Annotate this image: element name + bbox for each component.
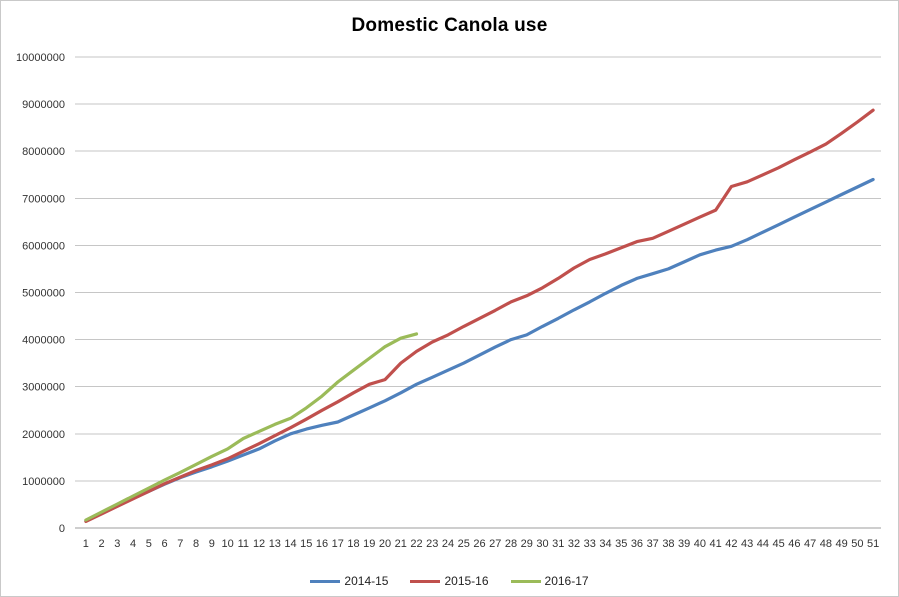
x-axis-tick-label: 39 xyxy=(678,538,690,550)
x-axis-tick-label: 3 xyxy=(114,538,120,550)
legend-item-2015-16: 2015-16 xyxy=(410,574,489,588)
y-axis-tick-label: 1000000 xyxy=(22,476,65,488)
x-axis-tick-label: 45 xyxy=(773,538,785,550)
x-axis-tick-label: 36 xyxy=(631,538,643,550)
x-axis-tick-label: 2 xyxy=(99,538,105,550)
x-axis-tick-label: 15 xyxy=(300,538,312,550)
x-axis-tick-label: 41 xyxy=(710,538,722,550)
x-axis-tick-label: 38 xyxy=(662,538,674,550)
x-axis-tick-label: 19 xyxy=(363,538,375,550)
y-axis-tick-label: 9000000 xyxy=(22,99,65,111)
x-axis-tick-label: 42 xyxy=(725,538,737,550)
x-axis-tick-label: 11 xyxy=(238,538,249,550)
legend-swatch-icon xyxy=(310,579,341,583)
legend-item-2014-15: 2014-15 xyxy=(310,574,388,588)
x-axis-tick-label: 21 xyxy=(395,538,407,550)
legend: 2014-15 2015-16 2016-17 xyxy=(1,574,898,588)
y-axis-tick-label: 0 xyxy=(59,523,65,535)
x-axis-tick-label: 1 xyxy=(83,538,89,550)
legend-item-2016-17: 2016-17 xyxy=(510,574,589,588)
legend-label: 2014-15 xyxy=(344,574,389,588)
x-axis-tick-label: 25 xyxy=(458,538,470,550)
x-axis-tick-label: 44 xyxy=(757,538,769,550)
y-axis-tick-label: 8000000 xyxy=(22,146,65,158)
x-axis-tick-label: 17 xyxy=(332,538,344,550)
x-axis-tick-label: 6 xyxy=(162,538,168,550)
x-axis-tick-label: 30 xyxy=(536,538,548,550)
series-line-2015-16 xyxy=(84,108,875,524)
x-axis-tick-label: 10 xyxy=(221,538,233,550)
y-axis-tick-label: 5000000 xyxy=(22,288,65,300)
x-axis-tick-label: 51 xyxy=(867,538,879,550)
x-axis-tick-label: 16 xyxy=(316,538,328,550)
x-axis-tick-label: 18 xyxy=(347,538,359,550)
x-axis-tick-label: 34 xyxy=(599,538,611,550)
x-axis-tick-label: 37 xyxy=(647,538,659,550)
legend-swatch-icon xyxy=(510,579,541,583)
legend-label: 2015-16 xyxy=(444,574,489,588)
y-axis-tick-label: 3000000 xyxy=(22,382,65,394)
x-axis-tick-label: 13 xyxy=(269,538,281,550)
x-axis-tick-label: 20 xyxy=(379,538,391,550)
legend-swatch-icon xyxy=(410,579,441,583)
x-axis-tick-label: 14 xyxy=(284,538,296,550)
x-axis-tick-label: 29 xyxy=(521,538,533,550)
x-axis-tick-label: 7 xyxy=(177,538,183,550)
x-axis-tick-label: 12 xyxy=(253,538,265,550)
x-axis-tick-label: 43 xyxy=(741,538,753,550)
y-axis-tick-label: 4000000 xyxy=(22,335,65,347)
x-axis-tick-label: 47 xyxy=(804,538,816,550)
x-axis-tick-label: 32 xyxy=(568,538,580,550)
series-line-2014-15 xyxy=(84,177,875,523)
x-axis-tick-label: 48 xyxy=(820,538,832,550)
x-axis-tick-label: 35 xyxy=(615,538,627,550)
series-line-2016-17 xyxy=(84,332,419,522)
x-axis-tick-label: 22 xyxy=(410,538,422,550)
x-axis-tick-label: 4 xyxy=(130,538,136,550)
x-axis-tick-label: 23 xyxy=(426,538,438,550)
x-axis-tick-label: 9 xyxy=(209,538,215,550)
x-axis-tick-label: 27 xyxy=(489,538,501,550)
x-axis-tick-label: 49 xyxy=(836,538,848,550)
y-axis-tick-label: 7000000 xyxy=(22,193,65,205)
legend-label: 2016-17 xyxy=(544,574,589,588)
x-axis-tick-label: 40 xyxy=(694,538,706,550)
y-axis-tick-label: 2000000 xyxy=(22,429,65,441)
x-axis-tick-label: 8 xyxy=(193,538,199,550)
y-axis-tick-label: 10000000 xyxy=(16,52,65,64)
x-axis-tick-label: 5 xyxy=(146,538,152,550)
x-axis-tick-label: 33 xyxy=(584,538,596,550)
x-axis-tick-label: 31 xyxy=(552,538,564,550)
x-axis-tick-label: 28 xyxy=(505,538,517,550)
x-axis-tick-label: 50 xyxy=(851,538,863,550)
x-axis-tick-label: 46 xyxy=(788,538,800,550)
chart-title: Domestic Canola use xyxy=(351,15,548,36)
y-axis-tick-label: 6000000 xyxy=(22,240,65,252)
x-axis-tick-label: 26 xyxy=(473,538,485,550)
x-axis-tick-label: 24 xyxy=(442,538,454,550)
